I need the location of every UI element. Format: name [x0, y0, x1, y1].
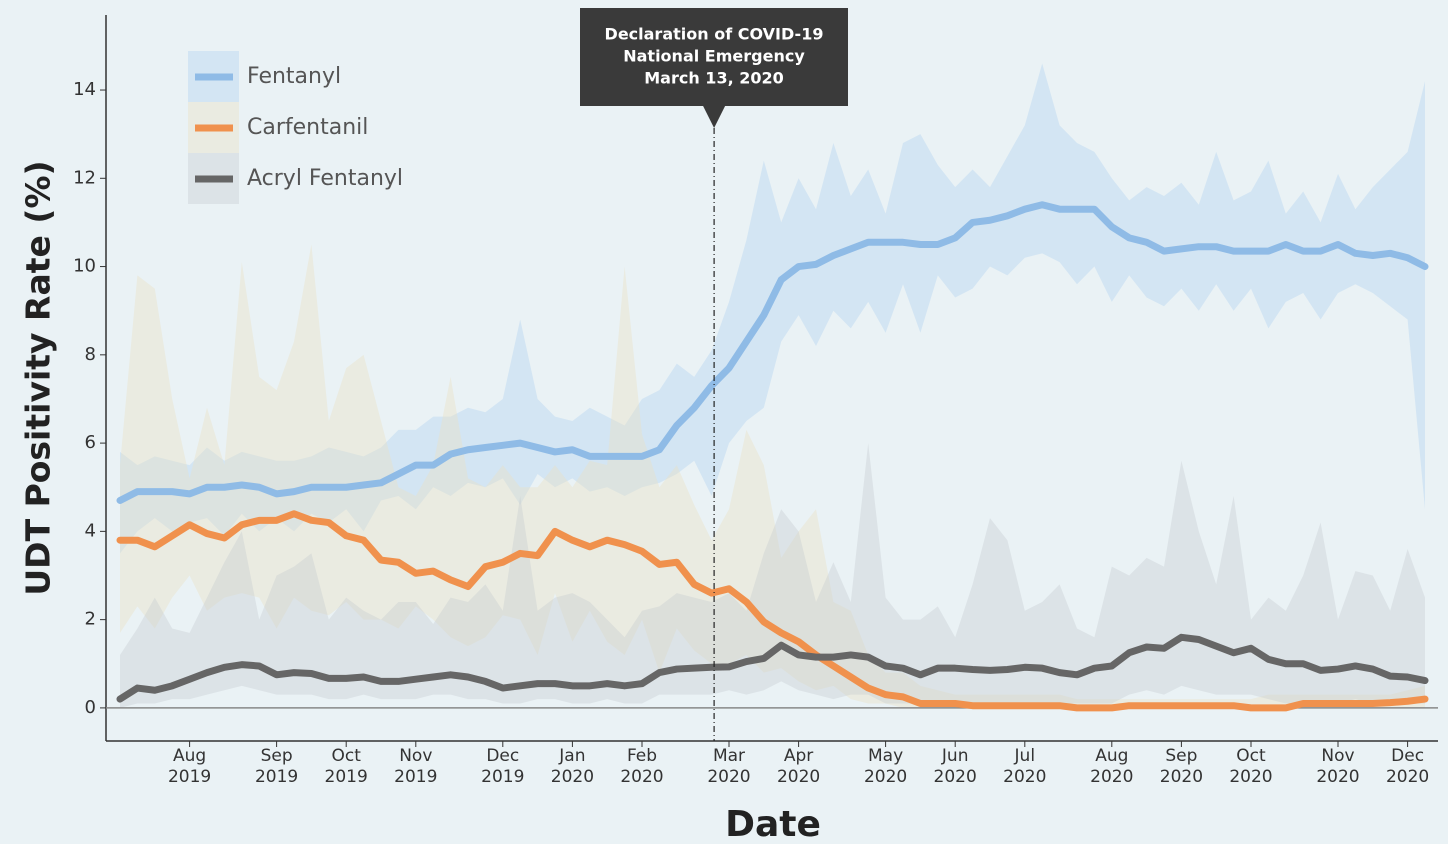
- x-tick-label: Dec 2019: [478, 746, 528, 788]
- x-tick-label: Aug 2019: [165, 746, 215, 788]
- x-tick-label: Mar 2020: [704, 746, 754, 788]
- x-tick-label: Aug 2020: [1087, 746, 1137, 788]
- x-axis-title: Date: [725, 804, 821, 844]
- y-tick-label: 14: [73, 79, 96, 100]
- x-tick-label: Sep 2019: [252, 746, 302, 788]
- x-tick-label: Feb 2020: [617, 746, 667, 788]
- x-tick-label: Jun 2020: [930, 746, 980, 788]
- y-tick-label: 10: [73, 256, 96, 277]
- x-tick-label: Apr 2020: [774, 746, 824, 788]
- x-tick-label: Oct 2019: [321, 746, 371, 788]
- annotation-text: March 13, 2020: [644, 69, 784, 88]
- x-tick-label: Oct 2020: [1226, 746, 1276, 788]
- legend-label: Fentanyl: [247, 64, 341, 89]
- chart: UDT Positivity Rate (%) Date 0 2 4 6 8 10 12 14…: [0, 0, 1448, 844]
- y-tick-label: 8: [85, 344, 96, 365]
- x-tick-label: Dec 2020: [1383, 746, 1433, 788]
- x-tick-label: Jul 2020: [1000, 746, 1050, 788]
- legend-label: Acryl Fentanyl: [247, 166, 403, 191]
- bands: [120, 64, 1425, 708]
- annotation-text: National Emergency: [623, 47, 805, 66]
- y-tick-label: 12: [73, 167, 96, 188]
- chart-page: UDT Positivity Rate (%) Date 0 2 4 6 8 10 12 14…: [0, 0, 1448, 844]
- x-tick-label: Nov 2019: [391, 746, 441, 788]
- y-tick-label: 6: [85, 432, 96, 453]
- y-tick-label: 0: [85, 697, 96, 718]
- y-axis-title: UDT Positivity Rate (%): [19, 160, 58, 595]
- y-tick-label: 4: [85, 520, 96, 541]
- y-tick-label: 2: [85, 609, 96, 630]
- legend-label: Carfentanil: [247, 115, 368, 140]
- annotation-pointer: [703, 106, 725, 128]
- x-tick-label: Sep 2020: [1156, 746, 1206, 788]
- annotation-text: Declaration of COVID-19: [605, 25, 824, 44]
- x-tick-label: May 2020: [861, 746, 911, 788]
- x-tick-label: Jan 2020: [547, 746, 597, 788]
- x-tick-label: Nov 2020: [1313, 746, 1363, 788]
